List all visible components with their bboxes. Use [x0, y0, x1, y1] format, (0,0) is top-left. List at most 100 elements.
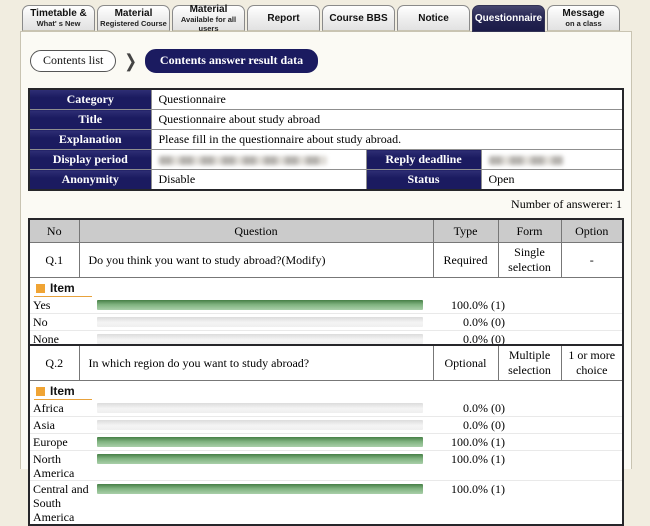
tab-sublabel: What' s New [36, 19, 81, 28]
tab-questionnaire[interactable]: Questionnaire [472, 5, 545, 32]
tab-label: Course BBS [329, 12, 388, 24]
tab-message-on-a-class[interactable]: Message on a class [547, 5, 620, 31]
result-percentage: 100.0% (1) [451, 482, 505, 496]
item-results-row: Item Africa 0.0% (0) Asia 0.0% (0) Europ… [28, 380, 624, 526]
item-section-header: Item [34, 281, 92, 297]
result-bar-track [97, 300, 423, 310]
question-row: Q.2 In which region do you want to study… [28, 344, 624, 381]
answer-item-row: Central and South America 100.0% (1) [30, 481, 622, 524]
question-text[interactable]: In which region do you want to study abr… [78, 344, 434, 381]
info-value-title: Questionnaire about study abroad [150, 109, 624, 130]
result-bar-track [97, 484, 423, 494]
redacted-value [488, 155, 563, 165]
item-label: None [33, 332, 59, 346]
item-results-cell: Item Africa 0.0% (0) Asia 0.0% (0) Europ… [28, 380, 624, 526]
question-no: Q.2 [28, 344, 80, 381]
info-row-period-deadline: Display period Reply deadline [28, 149, 624, 170]
answer-item-row: Africa 0.0% (0) [30, 400, 622, 417]
info-label-explanation: Explanation [28, 129, 152, 150]
item-label: Africa [33, 401, 64, 415]
tab-course-bbs[interactable]: Course BBS [322, 5, 395, 31]
tab-notice[interactable]: Notice [397, 5, 470, 31]
info-row-explanation: Explanation Please fill in the questionn… [28, 129, 624, 150]
tab-material-all-users[interactable]: Material Available for all users [172, 4, 245, 33]
module-tab-bar: Timetable & What' s New Material Registe… [22, 4, 620, 33]
contents-list-button[interactable]: Contents list [30, 50, 117, 72]
result-percentage: 100.0% (1) [451, 435, 505, 449]
column-header-form: Form [497, 218, 562, 243]
result-percentage: 100.0% (1) [451, 452, 505, 466]
info-value-category: Questionnaire [150, 88, 624, 110]
item-label: Europe [33, 435, 68, 449]
info-row-anonymity-status: Anonymity Disable Status Open [28, 169, 624, 191]
info-value-status: Open [480, 169, 624, 191]
tab-report[interactable]: Report [247, 5, 320, 31]
tab-sublabel: on a class [565, 19, 602, 28]
result-table-header-row: No Question Type Form Option [28, 218, 624, 243]
tab-material-registered-course[interactable]: Material Registered Course [97, 5, 170, 31]
item-bullet-icon [36, 283, 45, 293]
answer-item-row: None 0.0% (0) [30, 331, 622, 348]
info-value-explanation: Please fill in the questionnaire about s… [150, 129, 624, 150]
column-header-no: No [28, 218, 80, 243]
info-label-category: Category [28, 88, 152, 110]
info-value-reply-deadline [480, 149, 624, 170]
result-bar-track [97, 334, 423, 344]
result-percentage: 100.0% (1) [451, 298, 505, 312]
item-section-header: Item [34, 384, 92, 400]
question-no: Q.1 [28, 242, 80, 278]
result-bar-fill [97, 437, 423, 447]
item-results-row: Item Yes 100.0% (1) No 0.0% (0) None 0.0… [28, 277, 624, 350]
tab-sublabel: Available for all users [180, 14, 237, 33]
question-row: Q.1 Do you think you want to study abroa… [28, 242, 624, 278]
result-bar-fill [97, 454, 423, 464]
item-bullet-icon [36, 386, 45, 396]
questionnaire-result-page: { "tabs": [ {"line1": "Timetable &", "li… [20, 3, 632, 526]
item-label: Yes [33, 298, 51, 312]
item-label: North America [33, 452, 75, 480]
info-label-anonymity: Anonymity [28, 169, 152, 191]
item-section-label: Item [50, 384, 75, 398]
tab-timetable-whats-new[interactable]: Timetable & What' s New [22, 5, 95, 31]
item-label: Central and South America [33, 482, 89, 524]
result-percentage: 0.0% (0) [463, 401, 505, 415]
info-label-reply-deadline: Reply deadline [365, 149, 482, 170]
column-header-type: Type [432, 218, 499, 243]
question-text[interactable]: Do you think you want to study abroad?(M… [78, 242, 434, 278]
answer-item-row: No 0.0% (0) [30, 314, 622, 331]
chevron-right-icon: ❯ [124, 51, 137, 72]
item-label: Asia [33, 418, 55, 432]
result-bar-track [97, 403, 423, 413]
question-form: Single selection [497, 242, 562, 278]
result-bar-track [97, 420, 423, 430]
info-label-status: Status [365, 169, 482, 191]
tab-label: Notice [418, 12, 449, 24]
answer-count: Number of answerer: 1 [511, 197, 622, 211]
tab-label: Message [562, 8, 605, 19]
breadcrumb: Contents list ❯ Contents answer result d… [30, 49, 319, 73]
result-bar-track [97, 454, 423, 464]
question-type: Required [432, 242, 499, 278]
result-percentage: 0.0% (0) [463, 315, 505, 329]
question-result-table-q2: Q.2 In which region do you want to study… [28, 344, 624, 526]
column-header-question: Question [78, 218, 434, 243]
result-percentage: 0.0% (0) [463, 332, 505, 346]
question-type: Optional [432, 344, 499, 381]
result-percentage: 0.0% (0) [463, 418, 505, 432]
info-value-display-period [150, 149, 367, 170]
question-result-table-q1: No Question Type Form Option Q.1 Do you … [28, 218, 624, 350]
info-value-anonymity: Disable [150, 169, 367, 191]
tab-label: Report [267, 12, 300, 24]
tab-label: Questionnaire [474, 13, 543, 24]
questionnaire-info-table: Category Questionnaire Title Questionnai… [28, 88, 625, 191]
item-label: No [33, 315, 48, 329]
result-bar-track [97, 317, 423, 327]
item-section-label: Item [50, 281, 75, 295]
redacted-value [158, 155, 327, 165]
result-bar-fill [97, 484, 423, 494]
tab-label: Material [114, 8, 153, 19]
result-bar-track [97, 437, 423, 447]
question-option: - [560, 242, 624, 278]
info-label-display-period: Display period [28, 149, 152, 170]
result-bar-fill [97, 300, 423, 310]
